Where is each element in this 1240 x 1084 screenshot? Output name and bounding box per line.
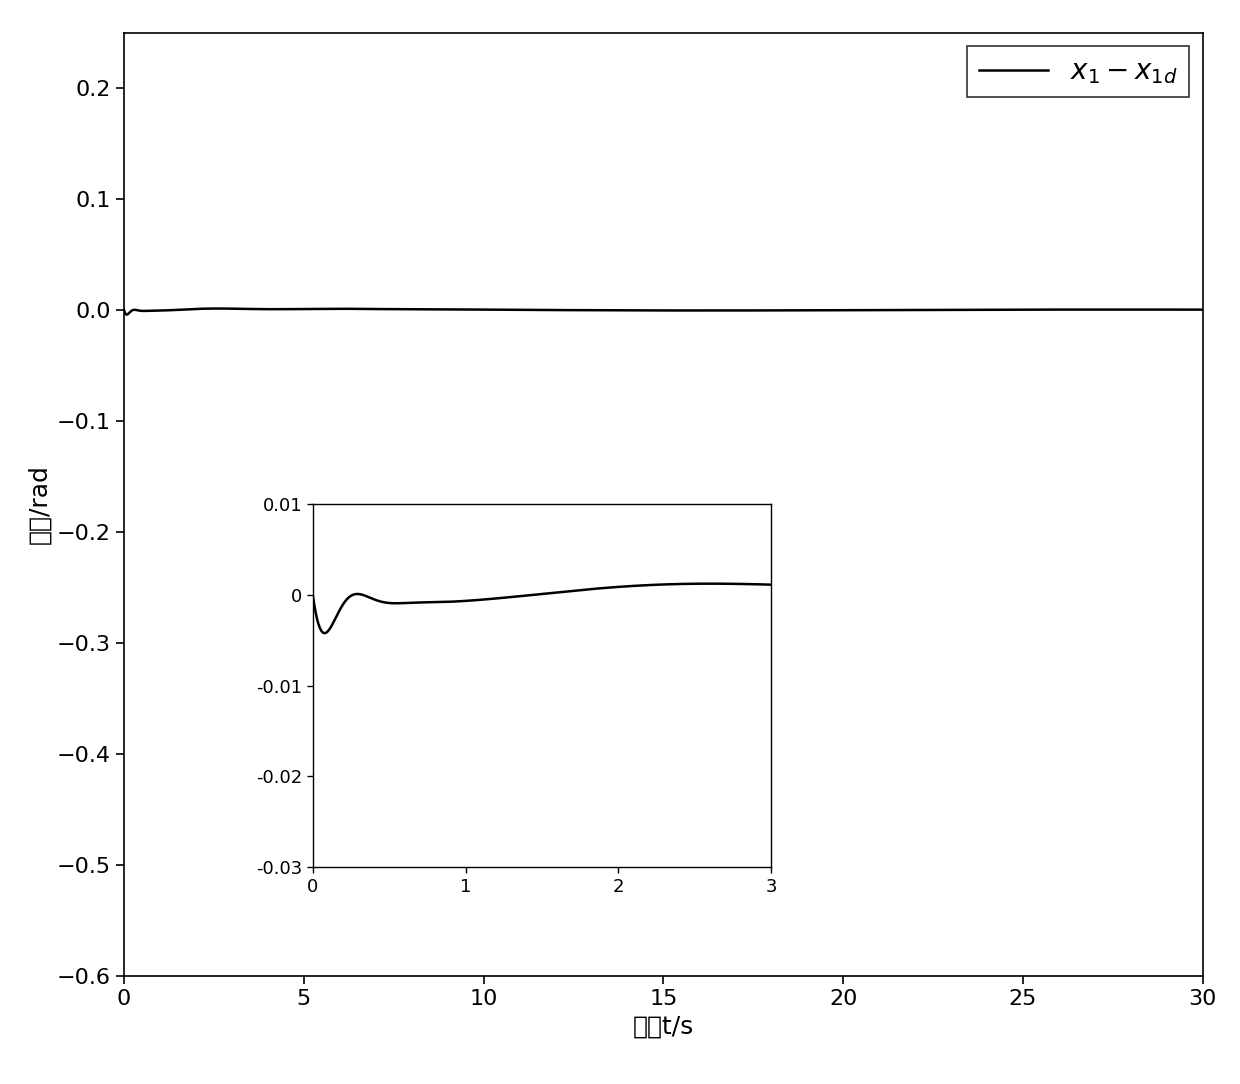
X-axis label: 时间t/s: 时间t/s xyxy=(632,1015,694,1038)
Legend: $x_1-x_{1d}$: $x_1-x_{1d}$ xyxy=(967,47,1189,98)
Y-axis label: 位置/rad: 位置/rad xyxy=(27,464,51,544)
